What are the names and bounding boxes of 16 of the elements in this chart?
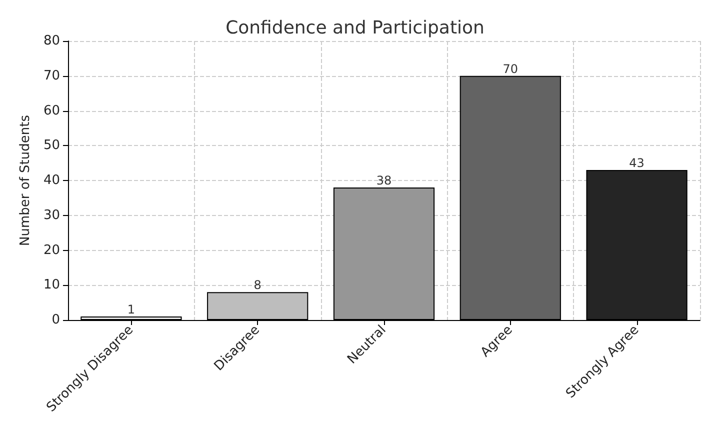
data-label: 70 (502, 62, 518, 76)
y-tick-label: 20 (43, 242, 60, 258)
y-axis-title: Number of Students (18, 114, 33, 246)
data-label: 8 (254, 278, 262, 292)
y-tick-label: 40 (43, 173, 60, 188)
data-label: 43 (629, 156, 644, 170)
data-label: 38 (376, 173, 392, 188)
y-tick-label: 60 (43, 103, 60, 118)
y-tick-label: 10 (43, 278, 60, 293)
y-tick-label: 70 (43, 68, 60, 84)
data-label: 1 (127, 302, 136, 317)
y-tick-label: 50 (43, 138, 60, 154)
chart-title: Confidence and Participation (226, 18, 484, 38)
y-tick-label: 30 (43, 208, 60, 223)
y-tick-label: 80 (43, 34, 60, 48)
y-tick-label: 0 (52, 312, 60, 328)
